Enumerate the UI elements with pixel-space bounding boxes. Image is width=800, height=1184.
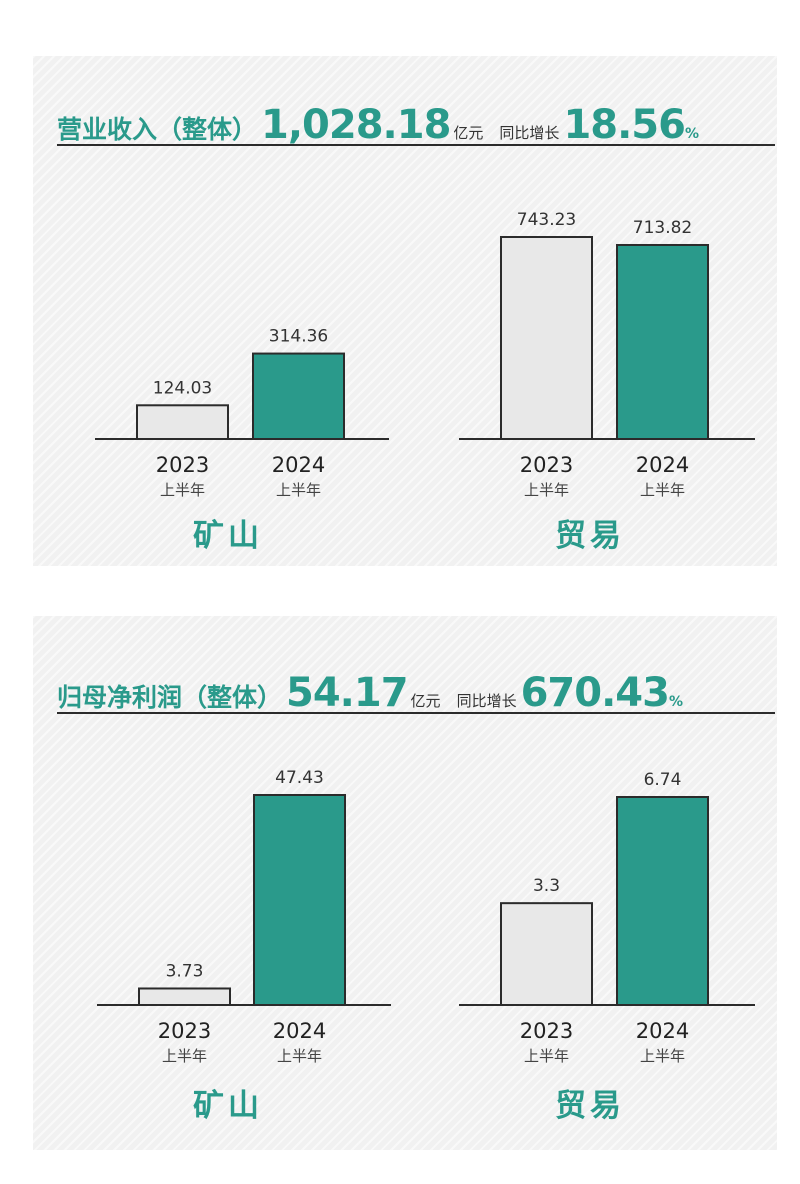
chart-title-trade: 贸易 — [555, 518, 625, 554]
x-subtick-2024: 上半年 — [276, 481, 321, 499]
revenue-unit: 亿元 — [453, 124, 484, 142]
profit-panel: 归母净利润（整体） 54.17 亿元 同比增长 670.43% 3.73 47.43 2… — [33, 616, 777, 1150]
revenue-total-value: 1,028.18 — [261, 102, 451, 148]
profit-unit: 亿元 — [410, 692, 441, 710]
bar-label-2023: 3.3 — [533, 876, 560, 896]
chart-mining-profit: 3.73 47.43 2023 2024 上半年 上半年 矿山 — [97, 768, 391, 1124]
revenue-yoy-unit: % — [684, 126, 699, 142]
bar-label-2024: 47.43 — [275, 768, 324, 788]
chart-trade-profit: 3.3 6.74 2023 2024 上半年 上半年 贸易 — [459, 770, 755, 1124]
x-tick-2023: 2023 — [520, 1019, 573, 1043]
chart-title-mining: 矿山 — [193, 1088, 263, 1124]
x-subtick-2023: 上半年 — [160, 481, 205, 499]
profit-yoy-label: 同比增长 — [456, 692, 517, 710]
bar-2024 — [616, 243, 709, 440]
x-subtick-2024: 上半年 — [640, 1047, 685, 1065]
revenue-panel: 营业收入（整体） 1,028.18 亿元 同比增长 18.56% 124.03 314.… — [33, 56, 777, 566]
revenue-charts: 124.03 314.36 2023 2024 上半年 上半年 矿山 743.2… — [95, 210, 755, 554]
x-subtick-2023: 上半年 — [524, 481, 569, 499]
x-tick-2024: 2024 — [272, 453, 325, 477]
bar-label-2023: 3.73 — [166, 961, 204, 981]
bar-label-2023: 124.03 — [153, 378, 212, 398]
revenue-yoy-label: 同比增长 — [499, 124, 560, 142]
profit-yoy-unit: % — [668, 694, 683, 710]
x-tick-2024: 2024 — [636, 453, 689, 477]
x-subtick-2023: 上半年 — [162, 1047, 207, 1065]
bar-label-2024: 314.36 — [269, 327, 328, 347]
x-tick-2024: 2024 — [273, 1019, 326, 1043]
x-subtick-2024: 上半年 — [640, 481, 685, 499]
bar-label-2023: 743.23 — [517, 210, 576, 230]
profit-header: 归母净利润（整体） 54.17 亿元 同比增长 670.43% — [57, 670, 775, 716]
bar-2023 — [138, 987, 231, 1007]
chart-trade-revenue: 743.23 713.82 2023 2024 上半年 上半年 贸易 — [459, 210, 755, 554]
chart-title-trade: 贸易 — [555, 1088, 625, 1124]
chart-title-mining: 矿山 — [193, 518, 263, 554]
bar-2024 — [253, 794, 346, 1006]
chart-mining-revenue: 124.03 314.36 2023 2024 上半年 上半年 矿山 — [95, 327, 389, 554]
x-tick-2023: 2023 — [520, 453, 573, 477]
x-tick-2023: 2023 — [158, 1019, 211, 1043]
bar-label-2024: 6.74 — [644, 770, 682, 790]
bar-label-2024: 713.82 — [633, 218, 692, 238]
profit-yoy-value: 670.43 — [520, 670, 670, 716]
bar-2024 — [616, 796, 709, 1006]
x-subtick-2024: 上半年 — [277, 1047, 322, 1065]
bar-2023 — [500, 902, 593, 1007]
x-subtick-2023: 上半年 — [524, 1047, 569, 1065]
profit-total-value: 54.17 — [286, 670, 409, 716]
bar-2023 — [136, 404, 229, 441]
x-tick-2023: 2023 — [156, 453, 209, 477]
bar-2023 — [500, 236, 593, 440]
profit-title: 归母净利润（整体） — [57, 683, 283, 712]
revenue-header: 营业收入（整体） 1,028.18 亿元 同比增长 18.56% — [57, 102, 775, 148]
bar-2024 — [252, 352, 345, 441]
x-tick-2024: 2024 — [636, 1019, 689, 1043]
revenue-yoy-value: 18.56 — [563, 102, 686, 148]
profit-charts: 3.73 47.43 2023 2024 上半年 上半年 矿山 3.3 6.74… — [97, 768, 755, 1124]
revenue-title: 营业收入（整体） — [57, 115, 258, 144]
